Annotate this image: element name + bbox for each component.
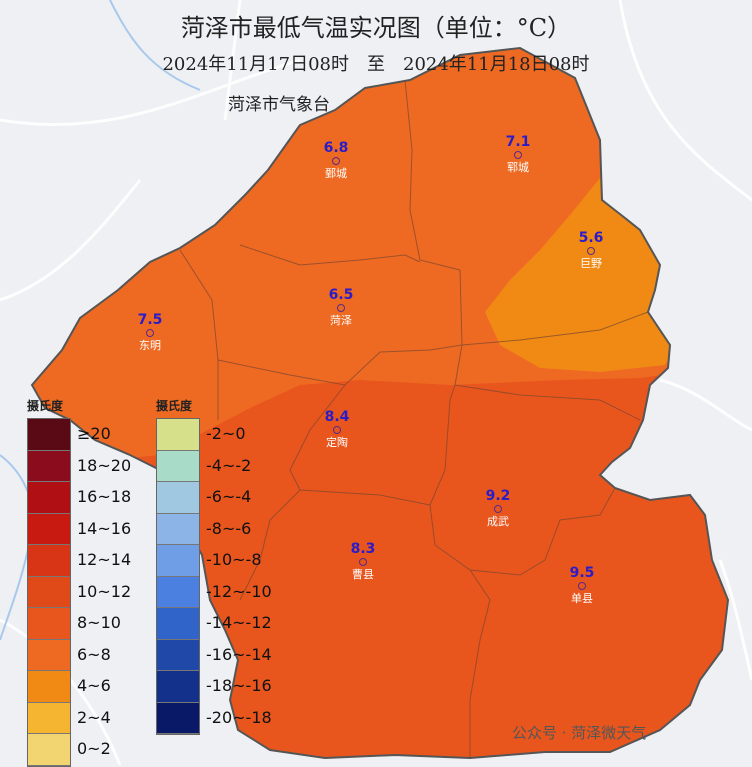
legend-label: 2~4 (77, 707, 111, 727)
station-value: 6.5 (328, 287, 354, 303)
temp-zone-4-6 (485, 178, 680, 372)
legend-swatch (157, 482, 199, 514)
legend-warm (27, 418, 71, 767)
station-value: 9.2 (485, 488, 511, 504)
legend-swatch (157, 702, 199, 734)
station-value: 7.5 (137, 312, 163, 328)
station-value: 6.8 (323, 140, 349, 156)
legend-swatch (28, 419, 70, 451)
station-value: 8.4 (324, 409, 350, 425)
legend-swatch (157, 576, 199, 608)
legend-swatch (28, 608, 70, 640)
station-dot-icon (359, 558, 367, 566)
station-name: 鄄城 (325, 167, 347, 180)
legend-swatch (157, 450, 199, 482)
legend-label: 0~2 (77, 739, 111, 758)
station-name: 菏泽 (330, 314, 352, 327)
legend-swatch (157, 419, 199, 451)
legend-swatch (28, 482, 70, 514)
map-subtitle: 2024年11月17日08时 至 2024年11月18日08时 (162, 54, 590, 75)
legend-swatch (157, 513, 199, 545)
legend-label: -18~-16 (206, 676, 272, 695)
station-marker: 8.3 曹县 (333, 541, 393, 581)
legend-swatch (28, 639, 70, 671)
station-dot-icon (494, 505, 502, 513)
station-name: 东明 (139, 339, 161, 352)
station-dot-icon (146, 329, 154, 337)
legend-swatch (28, 450, 70, 482)
station-value: 7.1 (505, 134, 531, 150)
legend-label: -2~0 (206, 424, 246, 443)
legend-swatch (28, 545, 70, 577)
station-dot-icon (337, 304, 345, 312)
legend-swatch (157, 639, 199, 671)
station-name: 巨野 (580, 257, 602, 270)
legend-swatch (157, 545, 199, 577)
station-marker: 7.1 郓城 (488, 134, 548, 174)
legend-label: -14~-12 (206, 613, 272, 632)
legend-label: ≥20 (77, 424, 111, 443)
legend-label: -10~-8 (206, 550, 262, 569)
station-dot-icon (514, 151, 522, 159)
legend-label: 4~6 (77, 676, 111, 695)
legend-label: 8~10 (77, 613, 121, 632)
legend-label: -12~-10 (206, 581, 272, 601)
legend-label: 10~12 (77, 581, 132, 601)
station-dot-icon (587, 247, 595, 255)
legend-swatch (28, 671, 70, 703)
station-marker: 7.5 东明 (120, 312, 180, 352)
station-name: 郓城 (507, 161, 529, 174)
station-marker: 8.4 定陶 (307, 409, 367, 449)
legend-swatch (28, 513, 70, 545)
station-marker: 5.6 巨野 (561, 230, 621, 270)
map-source: 菏泽市气象台 (228, 95, 330, 115)
station-dot-icon (333, 426, 341, 434)
legend-label: 16~18 (77, 487, 132, 506)
station-name: 成武 (487, 515, 509, 528)
legend-label: 18~20 (77, 455, 132, 475)
legend-swatch (28, 576, 70, 608)
station-name: 定陶 (326, 436, 348, 449)
legend-swatch (157, 671, 199, 703)
legend-label: -16~-14 (206, 644, 272, 664)
station-marker: 6.5 菏泽 (311, 287, 371, 327)
station-dot-icon (332, 157, 340, 165)
legend-label: 12~14 (77, 550, 132, 569)
legend-label: 6~8 (77, 644, 111, 664)
station-value: 9.5 (569, 565, 595, 581)
legend-label: -8~-6 (206, 518, 252, 538)
station-value: 8.3 (350, 541, 376, 557)
legend-label: -20~-18 (206, 707, 272, 727)
station-marker: 6.8 鄄城 (306, 140, 366, 180)
legend-cold-title: 摄氏度 (156, 399, 193, 413)
station-marker: 9.2 成武 (468, 488, 528, 528)
station-name: 单县 (571, 592, 593, 605)
county-borders (179, 79, 649, 758)
legend-swatch (157, 608, 199, 640)
legend-label: -6~-4 (206, 487, 252, 506)
legend-swatch (28, 702, 70, 734)
watermark: 公众号 · 菏泽微天气 (512, 724, 647, 742)
station-dot-icon (578, 582, 586, 590)
station-value: 5.6 (578, 230, 604, 246)
legend-cold (156, 418, 200, 735)
legend-label: -4~-2 (206, 455, 252, 475)
map-title: 菏泽市最低气温实况图（单位：°C） (180, 14, 572, 42)
legend-label: 14~16 (77, 518, 132, 538)
station-marker: 9.5 单县 (552, 565, 612, 605)
legend-warm-title: 摄氏度 (27, 399, 64, 413)
station-name: 曹县 (352, 568, 374, 581)
legend-swatch (28, 734, 70, 766)
